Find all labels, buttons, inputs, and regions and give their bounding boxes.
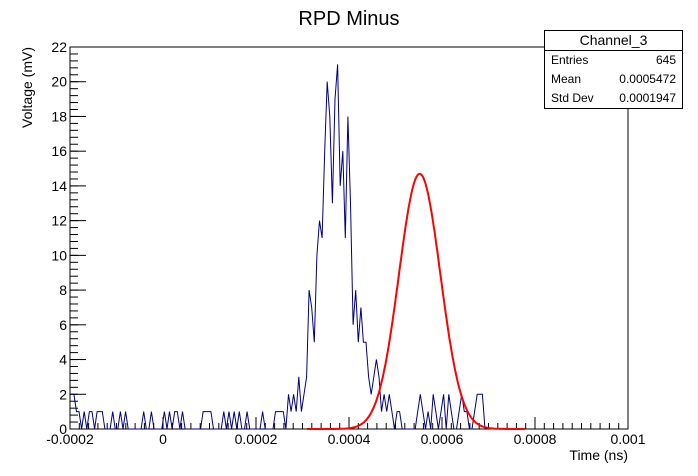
stats-row-mean: Mean 0.0005472 — [545, 70, 682, 89]
y-tick-label: 16 — [51, 143, 67, 159]
stats-label: Std Dev — [551, 91, 594, 105]
y-tick-label: 8 — [59, 282, 67, 298]
y-tick-label: 20 — [51, 74, 67, 90]
stats-value: 0.0001947 — [619, 91, 676, 105]
y-axis-label: Voltage (mV) — [19, 47, 35, 128]
y-tick-label: 4 — [59, 352, 67, 368]
histogram-series — [71, 64, 486, 430]
y-tick-label: 14 — [51, 178, 67, 194]
x-axis-label: Time (ns) — [569, 447, 628, 463]
x-tick-label: 0.001 — [610, 431, 645, 447]
stats-value: 0.0005472 — [619, 72, 676, 86]
stats-row-entries: Entries 645 — [545, 51, 682, 70]
x-tick-label: 0 — [159, 431, 167, 447]
stats-row-stddev: Std Dev 0.0001947 — [545, 89, 682, 108]
stats-label: Mean — [551, 72, 582, 86]
chart-title: RPD Minus — [298, 8, 399, 30]
y-tick-label: 18 — [51, 108, 67, 124]
fit-curve — [307, 172, 525, 430]
y-axis: 0 2 4 6 8 10 12 14 16 18 20 22 — [51, 39, 86, 437]
y-tick-label: 6 — [59, 317, 67, 333]
stats-label: Entries — [551, 53, 589, 67]
y-tick-label: 10 — [51, 247, 67, 263]
x-axis: -0.0002 0 0.0002 0.0004 0.0006 0.0008 0.001 — [46, 417, 646, 447]
y-tick-label: 12 — [51, 213, 67, 229]
y-tick-label: 2 — [59, 386, 67, 402]
stats-value: 645 — [655, 53, 676, 67]
y-tick-label: 22 — [51, 39, 67, 55]
x-tick-label: -0.0002 — [46, 431, 94, 447]
x-tick-label: 0.0004 — [328, 431, 371, 447]
x-tick-label: 0.0002 — [235, 431, 278, 447]
y-tick-label: 0 — [59, 421, 67, 437]
x-tick-label: 0.0008 — [514, 431, 557, 447]
stats-box: Channel_3 Entries 645 Mean 0.0005472 Std… — [544, 30, 683, 109]
stats-title: Channel_3 — [545, 31, 682, 51]
x-tick-label: 0.0006 — [421, 431, 464, 447]
